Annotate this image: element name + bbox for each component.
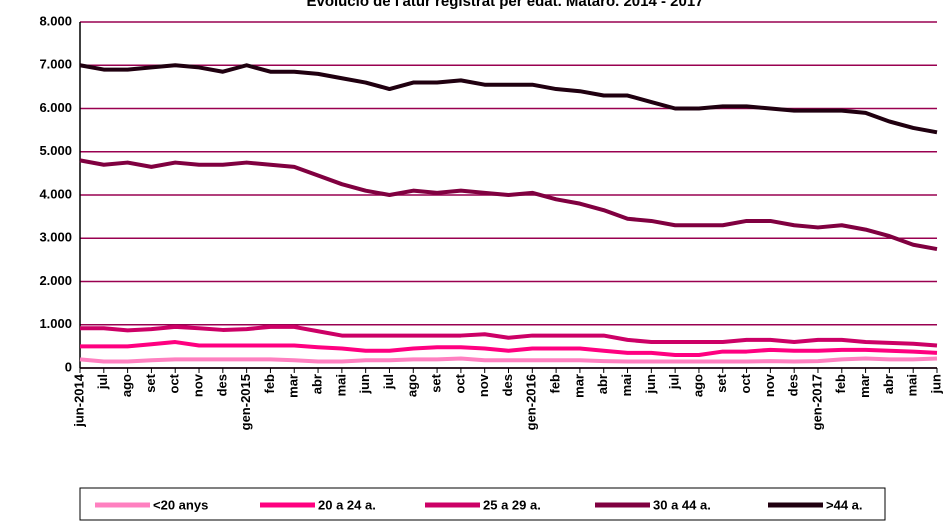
y-tick-label: 1.000 bbox=[39, 316, 72, 331]
y-tick-label: 8.000 bbox=[39, 13, 72, 28]
y-tick-label: 7.000 bbox=[39, 57, 72, 72]
y-tick-label: 5.000 bbox=[39, 143, 72, 158]
x-tick-label: abr bbox=[595, 374, 610, 394]
x-tick-label: jun-2014 bbox=[71, 373, 86, 428]
x-tick-label: jul bbox=[667, 374, 682, 390]
x-tick-label: ago bbox=[405, 374, 420, 397]
x-tick-label: feb bbox=[548, 374, 563, 394]
x-tick-label: des bbox=[214, 374, 229, 396]
y-tick-label: 0 bbox=[65, 359, 72, 374]
x-tick-label: oct bbox=[452, 373, 467, 393]
x-tick-label: jul bbox=[95, 374, 110, 390]
x-tick-label: nov bbox=[476, 373, 491, 397]
x-tick-label: oct bbox=[167, 373, 182, 393]
x-tick-label: nov bbox=[190, 373, 205, 397]
x-tick-label: ago bbox=[690, 374, 705, 397]
x-tick-label: mai bbox=[333, 374, 348, 396]
line-series bbox=[80, 324, 938, 348]
x-tick-label: jun bbox=[357, 374, 372, 395]
line-series bbox=[79, 158, 938, 252]
x-tick-label: set bbox=[143, 373, 158, 392]
x-tick-label: des bbox=[786, 374, 801, 396]
line-series bbox=[80, 340, 938, 358]
legend-label: 30 a 44 a. bbox=[653, 497, 711, 512]
y-tick-label: 3.000 bbox=[39, 230, 72, 245]
x-tick-label: abr bbox=[309, 374, 324, 394]
y-tick-label: 2.000 bbox=[39, 273, 72, 288]
line-series bbox=[79, 63, 938, 135]
line-series bbox=[79, 356, 938, 364]
x-tick-label: feb bbox=[833, 374, 848, 394]
legend-label: <20 anys bbox=[153, 497, 208, 512]
x-tick-label: mai bbox=[619, 374, 634, 396]
x-tick-label: mar bbox=[286, 374, 301, 398]
x-tick-label: oct bbox=[738, 373, 753, 393]
legend-label: 25 a 29 a. bbox=[483, 497, 541, 512]
x-tick-label: mar bbox=[857, 374, 872, 398]
y-tick-label: 6.000 bbox=[39, 100, 72, 115]
x-tick-label: set bbox=[714, 373, 729, 392]
x-tick-label: gen-2016 bbox=[524, 374, 539, 430]
x-tick-label: set bbox=[429, 373, 444, 392]
x-tick-label: des bbox=[500, 374, 515, 396]
legend-label: 20 a 24 a. bbox=[318, 497, 376, 512]
x-tick-label: jun bbox=[643, 374, 658, 395]
x-tick-label: abr bbox=[881, 374, 896, 394]
x-tick-label: mai bbox=[905, 374, 920, 396]
chart-title: Evolució de l'atur registrat per edat. M… bbox=[306, 0, 703, 10]
x-tick-label: gen-2017 bbox=[809, 374, 824, 430]
x-tick-label: jun bbox=[928, 374, 943, 395]
legend-box bbox=[79, 487, 886, 521]
x-tick-label: jul bbox=[381, 374, 396, 390]
legend-label: >44 a. bbox=[826, 497, 863, 512]
x-tick-label: ago bbox=[119, 374, 134, 397]
x-tick-label: feb bbox=[262, 374, 277, 394]
y-tick-label: 4.000 bbox=[39, 186, 72, 201]
x-tick-label: nov bbox=[762, 373, 777, 397]
x-tick-label: mar bbox=[571, 374, 586, 398]
x-tick-label: gen-2015 bbox=[238, 374, 253, 430]
